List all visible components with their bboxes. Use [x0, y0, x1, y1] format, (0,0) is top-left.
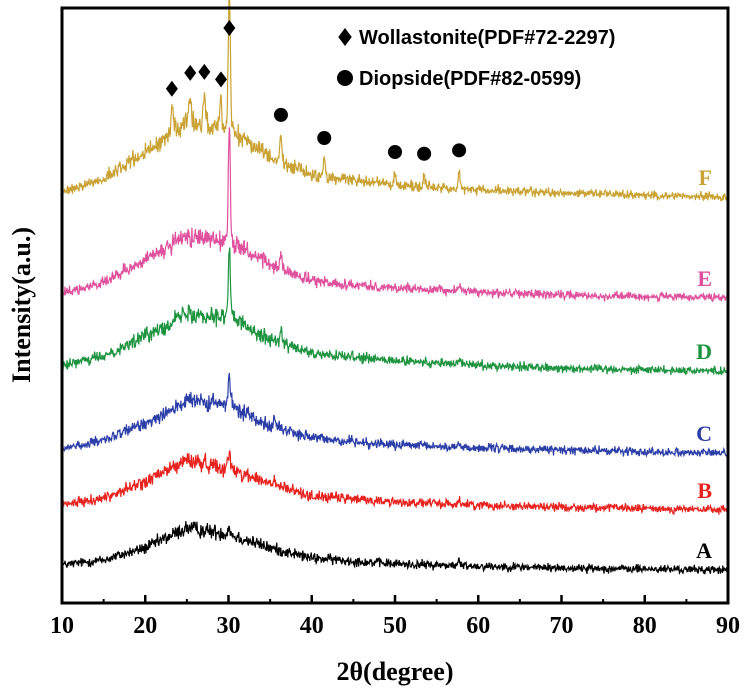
x-axis-title: 2θ(degree): [336, 657, 453, 686]
wollastonite-marker-icon: [215, 71, 228, 88]
plot-frame: [60, 6, 730, 605]
x-tick-label-70: 70: [550, 613, 574, 639]
x-tick-label-80: 80: [633, 613, 657, 639]
diopside-marker-icon: [317, 131, 332, 145]
x-tick-label-20: 20: [133, 613, 157, 639]
wollastonite-marker-icon: [223, 20, 236, 36]
series-E-label: E: [697, 266, 712, 291]
series-D-label: D: [696, 339, 712, 364]
legend-label-1: Diopside(PDF#82-0599): [359, 68, 581, 90]
x-tick-label-40: 40: [300, 613, 324, 639]
series-F-line: [61, 0, 729, 202]
series-E-line: [61, 127, 729, 304]
legend-circle-icon: [337, 70, 353, 86]
series-C-line: [62, 372, 729, 459]
series-A-label: A: [696, 538, 712, 563]
x-tick-label-90: 90: [716, 613, 740, 639]
series-D-line: [61, 247, 729, 377]
series-labels: A B C D E F: [696, 165, 712, 563]
diopside-marker-icon: [452, 143, 467, 158]
legend-diamond-icon: [338, 28, 352, 46]
x-tick-label-60: 60: [466, 613, 490, 639]
legend-label-0: Wollastonite(PDF#72-2297): [359, 27, 615, 49]
x-ticks: 10 20 30 40 50 60 70 80 90: [50, 595, 740, 639]
wollastonite-marker-icon: [165, 80, 178, 97]
peak-markers: [165, 20, 467, 161]
wollastonite-marker-icon: [184, 64, 197, 81]
series-A-line: [61, 521, 729, 576]
diopside-marker-icon: [388, 145, 402, 159]
diopside-marker-icon: [417, 146, 432, 161]
x-tick-label-50: 50: [383, 613, 407, 639]
series-B-label: B: [697, 478, 712, 503]
x-tick-label-30: 30: [217, 613, 241, 639]
y-axis-title: Intensity(a.u.): [7, 227, 36, 383]
wollastonite-marker-icon: [198, 63, 211, 80]
series-F-label: F: [699, 165, 712, 190]
series-B-line: [61, 449, 729, 516]
series-C-label: C: [696, 421, 712, 446]
diopside-marker-icon: [273, 107, 288, 122]
series-layer: [61, 0, 729, 576]
x-tick-label-10: 10: [50, 613, 74, 639]
legend: Wollastonite(PDF#72-2297) Diopside(PDF#82…: [337, 27, 615, 90]
